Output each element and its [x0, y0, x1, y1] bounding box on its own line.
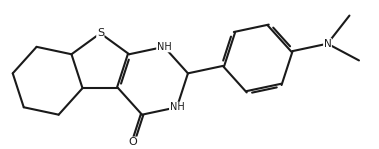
Text: N: N — [324, 39, 331, 49]
Text: S: S — [97, 28, 104, 38]
Text: NH: NH — [157, 42, 171, 52]
Text: O: O — [129, 137, 138, 147]
Text: NH: NH — [169, 102, 184, 112]
